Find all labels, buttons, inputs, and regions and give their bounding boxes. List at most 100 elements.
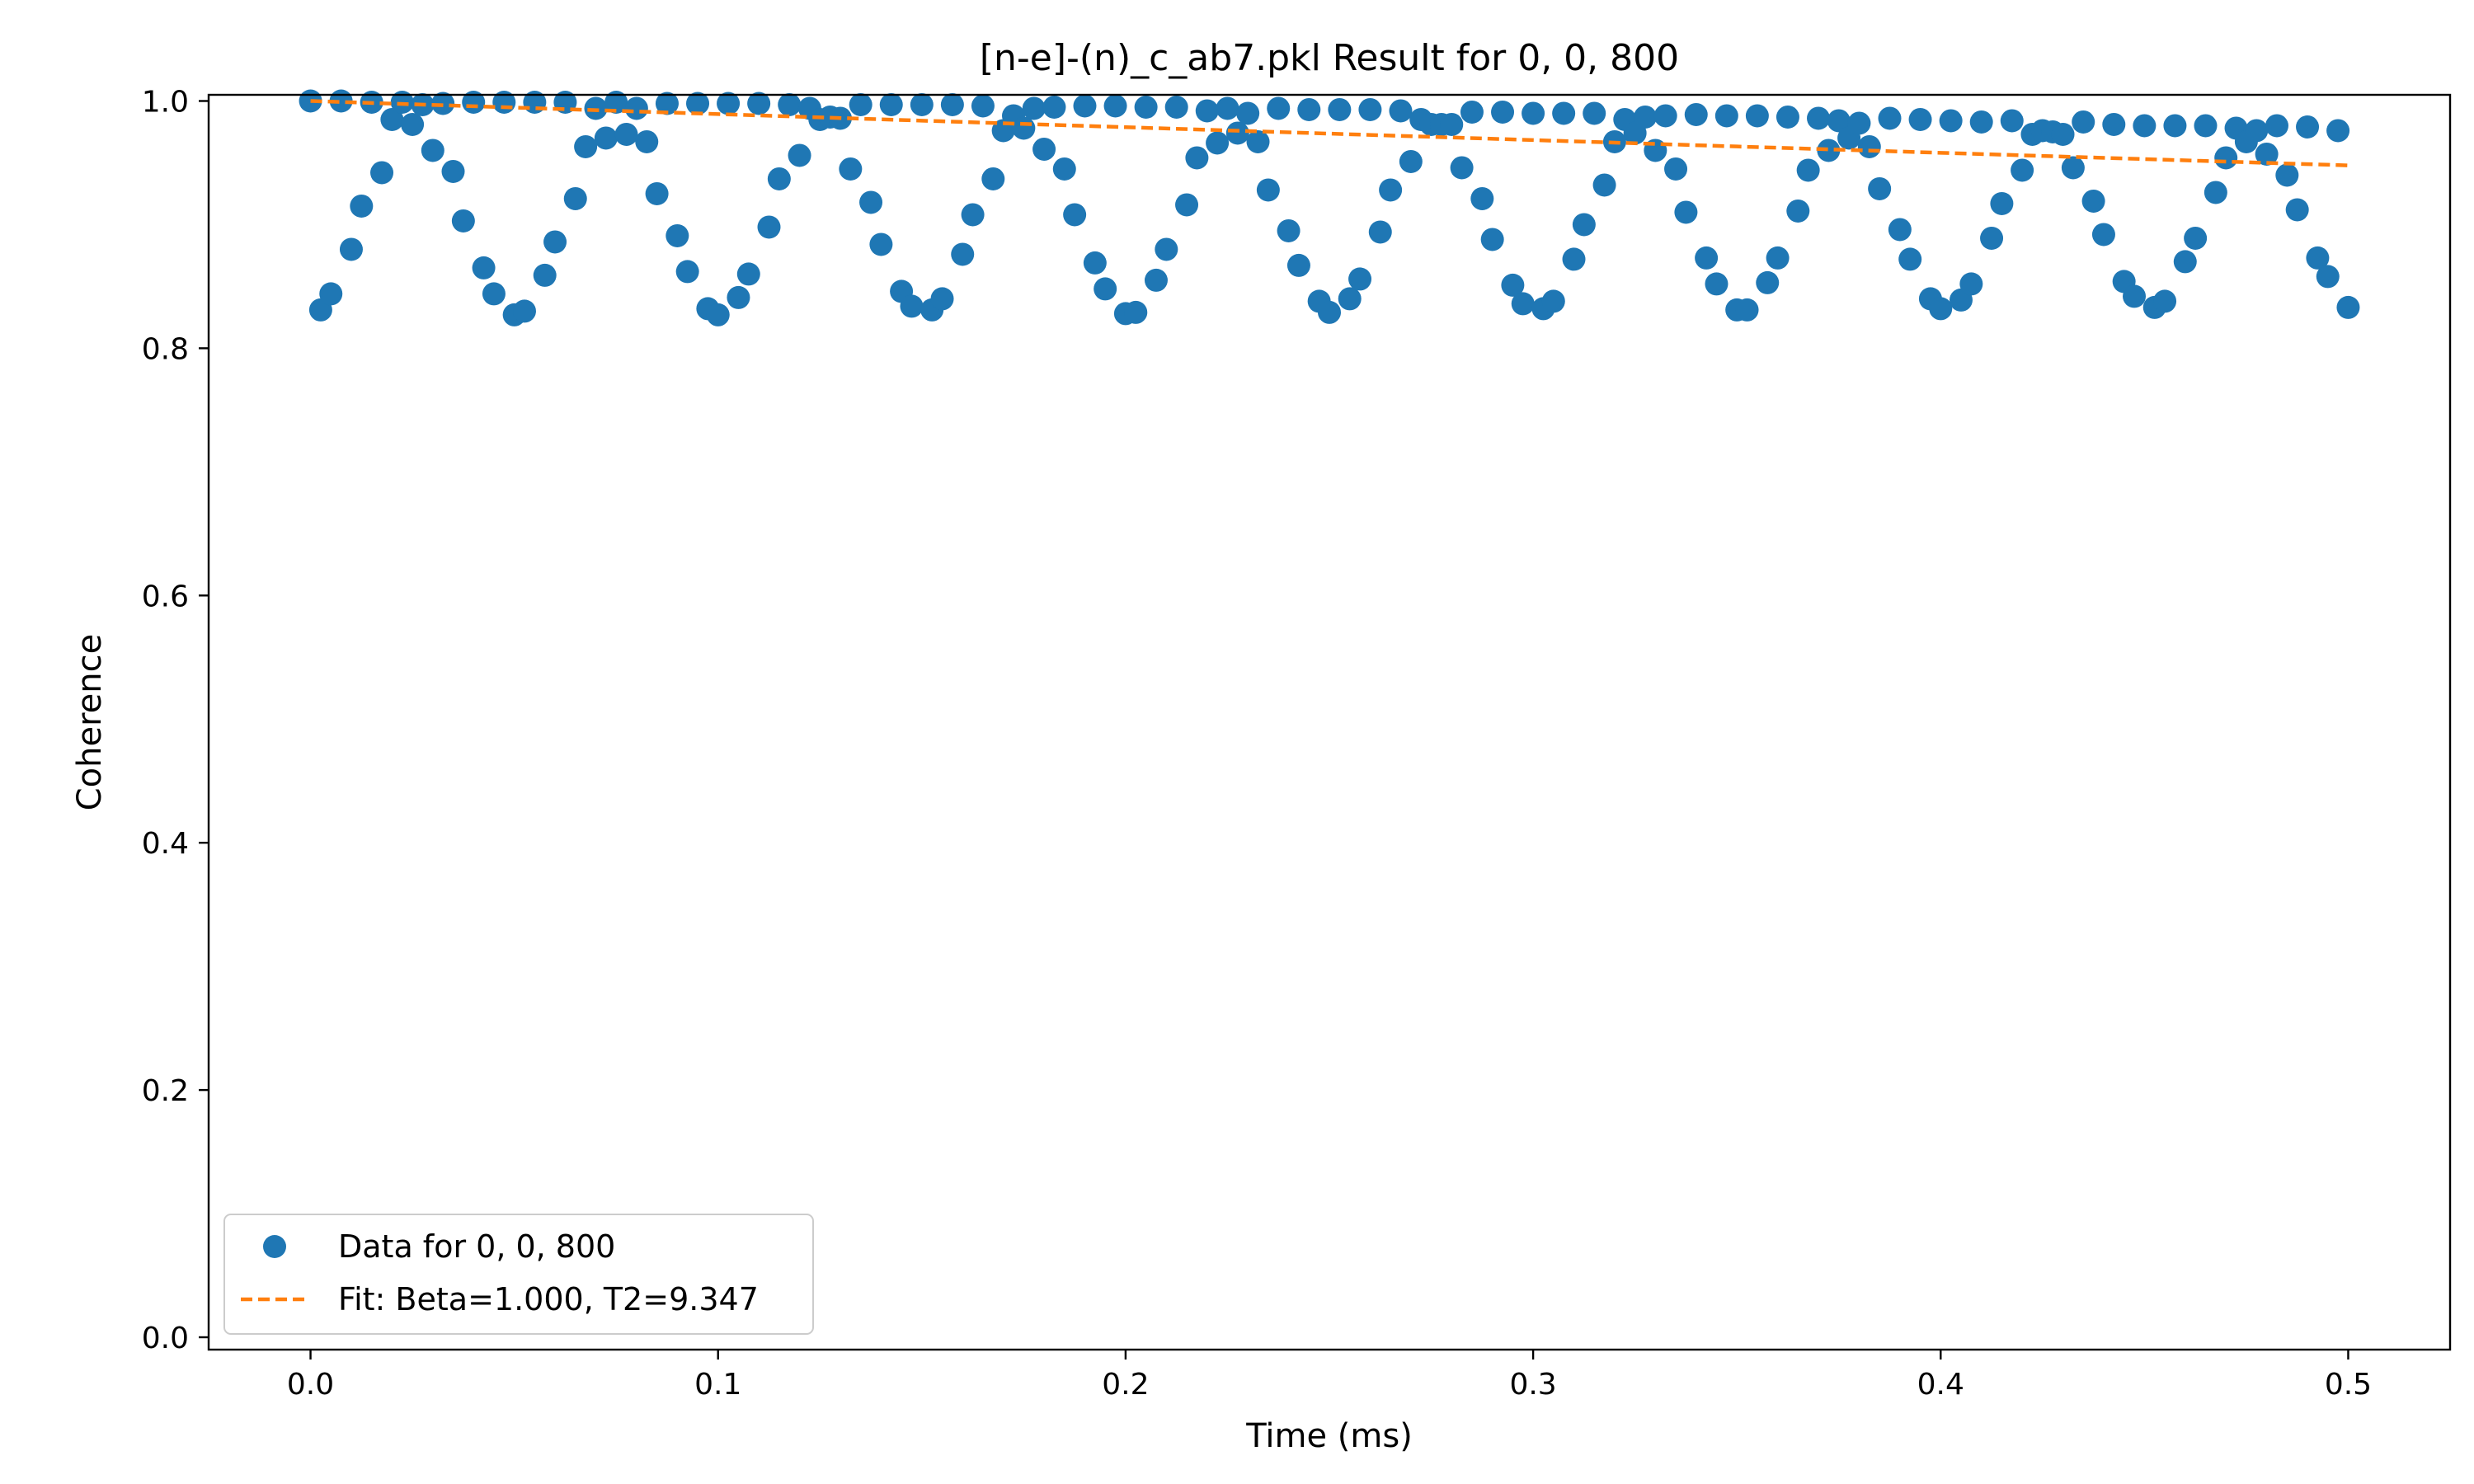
- data-point: [1480, 228, 1504, 251]
- data-point: [624, 96, 648, 120]
- data-point: [2245, 119, 2269, 143]
- data-point: [1450, 156, 1474, 180]
- data-point: [1164, 96, 1188, 119]
- data-point: [2336, 295, 2360, 319]
- data-point: [1318, 300, 1341, 324]
- data-point: [604, 91, 628, 114]
- data-point: [1379, 178, 1403, 202]
- data-point: [717, 92, 741, 115]
- data-point: [2255, 142, 2279, 166]
- data-point: [1847, 111, 1871, 135]
- x-tick-label: 0.0: [287, 1368, 334, 1402]
- y-tick-label: 0.4: [142, 827, 189, 861]
- data-point: [1929, 297, 1953, 321]
- chart-title: [n-e]-(n)_c_ab7.pkl Result for 0, 0, 800: [980, 37, 1679, 79]
- data-point: [1297, 97, 1321, 121]
- x-tick-label: 0.4: [1917, 1368, 1964, 1402]
- x-tick-label: 0.3: [1509, 1368, 1556, 1402]
- data-point: [1939, 109, 1963, 133]
- data-point: [512, 299, 536, 323]
- data-point: [2091, 223, 2115, 247]
- data-point: [951, 242, 975, 266]
- data-point: [1888, 218, 1912, 242]
- y-axis: 0.0 0.2 0.4 0.6 0.8 1.0: [142, 85, 209, 1355]
- data-point: [543, 230, 567, 254]
- data-point: [2296, 115, 2320, 139]
- data-point: [1175, 193, 1199, 217]
- y-tick-label: 1.0: [142, 85, 189, 119]
- data-point: [1868, 176, 1892, 200]
- data-point: [1745, 104, 1769, 128]
- data-point: [1267, 96, 1291, 120]
- data-point: [1552, 101, 1576, 125]
- data-point: [2275, 163, 2299, 187]
- data-point: [1358, 97, 1382, 121]
- data-point: [1246, 129, 1270, 153]
- data-point: [1674, 200, 1698, 224]
- data-point: [1959, 272, 1983, 296]
- data-point: [1807, 106, 1831, 130]
- data-point: [1664, 157, 1688, 181]
- data-point: [614, 122, 638, 146]
- data-point: [1195, 99, 1219, 123]
- data-point: [1073, 94, 1097, 118]
- data-point: [1399, 149, 1423, 173]
- data-point: [1185, 146, 1209, 170]
- data-point: [2102, 112, 2126, 136]
- data-point: [2265, 114, 2288, 138]
- data-point: [900, 294, 924, 318]
- data-point: [472, 256, 496, 279]
- data-point: [1012, 116, 1036, 140]
- data-point: [1562, 247, 1586, 271]
- data-point: [370, 161, 394, 185]
- data-point: [1766, 246, 1790, 270]
- data-point: [2123, 284, 2147, 308]
- data-point: [1348, 267, 1372, 291]
- legend-label-data: Data for 0, 0, 800: [338, 1228, 615, 1265]
- data-point: [2285, 198, 2309, 222]
- data-point: [1328, 97, 1352, 121]
- legend-label-fit: Fit: Beta=1.000, T2=9.347: [338, 1281, 759, 1317]
- data-point: [2061, 156, 2085, 180]
- data-point: [747, 92, 771, 115]
- data-point: [1491, 100, 1515, 124]
- data-point: [2326, 119, 2350, 143]
- data-point: [1990, 191, 2014, 215]
- data-point: [1695, 246, 1719, 270]
- data-point: [839, 157, 863, 181]
- data-point: [1368, 220, 1392, 244]
- data-point: [319, 282, 343, 306]
- data-point: [451, 209, 475, 232]
- data-point: [706, 303, 730, 326]
- data-point: [594, 126, 618, 150]
- legend-box: [223, 1214, 814, 1335]
- data-point: [1389, 99, 1413, 123]
- data-point: [1134, 96, 1158, 119]
- data-point: [971, 94, 995, 118]
- data-point: [1206, 131, 1230, 155]
- data-point: [1572, 213, 1596, 237]
- data-point: [666, 223, 689, 247]
- fit-line: [310, 99, 2349, 167]
- data-point: [401, 112, 425, 136]
- data-point: [2051, 122, 2075, 146]
- data-point: [1052, 157, 1076, 181]
- data-point: [1541, 289, 1565, 313]
- data-point: [380, 107, 404, 131]
- data-point: [2316, 265, 2340, 289]
- data-point: [421, 139, 444, 162]
- data-point: [635, 129, 659, 153]
- y-tick-label: 0.6: [142, 580, 189, 613]
- plot-area: [299, 89, 2360, 326]
- data-point: [910, 93, 934, 116]
- data-point: [1063, 203, 1087, 227]
- data-point: [1144, 268, 1168, 292]
- data-point: [869, 232, 893, 256]
- data-point: [645, 181, 669, 205]
- data-point: [1501, 273, 1525, 297]
- data-point: [2306, 246, 2330, 270]
- data-point: [675, 260, 699, 284]
- data-point: [1980, 226, 2004, 250]
- data-point: [2081, 189, 2105, 213]
